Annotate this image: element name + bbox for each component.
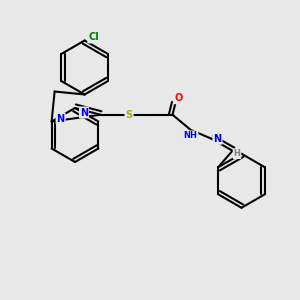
- Text: N: N: [213, 134, 222, 144]
- Text: N: N: [80, 107, 88, 118]
- Text: Cl: Cl: [88, 32, 99, 43]
- Text: O: O: [174, 93, 183, 103]
- Text: S: S: [125, 110, 133, 120]
- Text: NH: NH: [184, 131, 197, 140]
- Text: H: H: [234, 149, 240, 158]
- Text: N: N: [57, 113, 65, 124]
